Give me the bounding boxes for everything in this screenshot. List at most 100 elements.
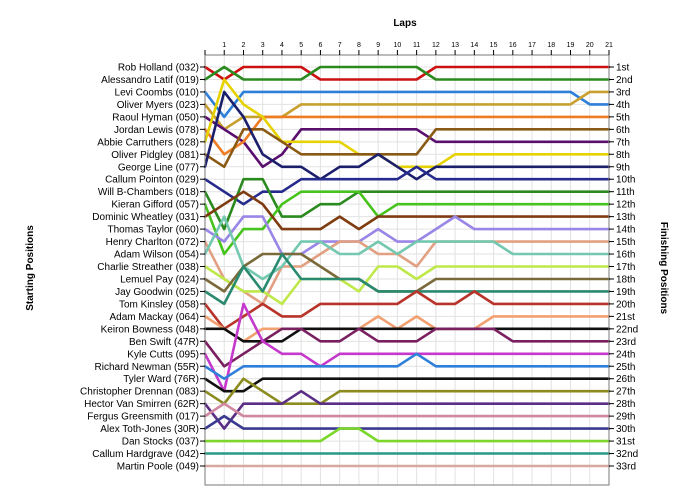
finishing-position-label: 11th xyxy=(616,187,635,198)
starting-position-label: Lemuel Pay (024) xyxy=(120,274,199,285)
driver-series-line xyxy=(203,215,611,256)
starting-position-label: Abbie Carruthers (028) xyxy=(97,137,199,148)
finishing-position-label: 5th xyxy=(616,112,630,123)
starting-position-label: Henry Charlton (072) xyxy=(106,237,199,248)
finishing-position-label: 9th xyxy=(616,162,630,173)
starting-position-label: Christopher Drennan (083) xyxy=(80,387,199,398)
driver-series-line xyxy=(203,402,611,418)
finishing-position-label: 14th xyxy=(616,225,635,236)
starting-position-label: Hector Van Smirren (62R) xyxy=(84,399,199,410)
starting-position-label: Oliver Myers (023) xyxy=(117,100,199,111)
finishing-position-label: 20th xyxy=(616,299,635,310)
finishing-position-label: 23rd xyxy=(616,337,636,348)
starting-position-label: Raoul Hyman (050) xyxy=(112,112,199,123)
starting-position-label: George Line (077) xyxy=(118,162,199,173)
driver-series-line xyxy=(203,389,611,430)
finishing-position-label: 22nd xyxy=(616,324,638,335)
y-axis-label-left: Starting Positions xyxy=(25,225,36,311)
finishing-position-label: 15th xyxy=(616,237,635,248)
x-tick-label: 11 xyxy=(413,42,420,49)
x-tick-label: 13 xyxy=(451,42,459,49)
x-tick-label: 6 xyxy=(318,42,322,49)
finishing-position-label: 6th xyxy=(616,125,630,136)
x-axis-label: Laps xyxy=(393,18,417,29)
starting-position-label: Tom Kinsley (058) xyxy=(119,299,199,310)
finishing-position-label: 13th xyxy=(616,212,635,223)
finishing-position-label: 32nd xyxy=(616,449,638,460)
x-tick-label: 8 xyxy=(357,42,361,49)
finishing-position-label: 18th xyxy=(616,274,635,285)
x-tick-label: 10 xyxy=(393,42,401,49)
x-tick-label: 1 xyxy=(222,42,226,49)
x-tick-label: 9 xyxy=(376,42,380,49)
starting-position-label: Jordan Lewis (078) xyxy=(114,125,199,136)
x-tick-label: 15 xyxy=(490,42,498,49)
finishing-position-label: 28th xyxy=(616,399,635,410)
x-tick-label: 16 xyxy=(509,42,517,49)
starting-position-label: Alex Toth-Jones (30R) xyxy=(100,424,199,435)
finishing-position-label: 24th xyxy=(616,349,635,360)
driver-series-line xyxy=(203,290,611,331)
finishing-position-label: 12th xyxy=(616,200,635,211)
starting-position-label: Jay Goodwin (025) xyxy=(115,287,199,298)
finishing-position-label: 3rd xyxy=(616,87,630,98)
driver-series-line xyxy=(203,252,611,306)
finishing-position-label: 19th xyxy=(616,287,635,298)
finishing-position-label: 30th xyxy=(616,424,635,435)
driver-series-line xyxy=(203,240,611,306)
starting-position-label: Ben Swift (47R) xyxy=(129,337,199,348)
driver-series-line xyxy=(203,190,611,231)
finishing-position-label: 26th xyxy=(616,374,635,385)
finishing-position-label: 10th xyxy=(616,175,635,186)
starting-position-label: Martin Poole (049) xyxy=(117,462,199,473)
driver-series-line xyxy=(203,177,611,231)
starting-position-labels: Rob Holland (032)Alessandro Latif (019)L… xyxy=(80,63,205,473)
driver-series-line xyxy=(203,352,611,381)
finishing-position-label: 21st xyxy=(616,312,635,323)
driver-series-line xyxy=(203,302,611,393)
driver-series-line xyxy=(203,265,611,306)
starting-position-label: Will B-Chambers (018) xyxy=(98,187,199,198)
finishing-position-label: 27th xyxy=(616,387,635,398)
starting-position-label: Tyler Ward (76R) xyxy=(123,374,199,385)
starting-position-label: Fergus Greensmith (017) xyxy=(87,412,199,423)
finishing-position-label: 16th xyxy=(616,250,635,261)
driver-series-line xyxy=(203,65,611,81)
finishing-position-label: 29th xyxy=(616,412,635,423)
starting-position-label: Adam Wilson (054) xyxy=(114,250,199,261)
starting-position-label: Charlie Streather (038) xyxy=(97,262,199,273)
starting-position-label: Levi Coombs (010) xyxy=(115,87,199,98)
x-tick-label: 7 xyxy=(338,42,342,49)
driver-series-line xyxy=(203,90,611,131)
starting-position-label: Richard Newman (55R) xyxy=(95,362,199,373)
finishing-position-label: 31st xyxy=(616,437,635,448)
driver-series-line xyxy=(203,327,611,343)
finishing-position-label: 17th xyxy=(616,262,635,273)
starting-position-label: Thomas Taylor (060) xyxy=(107,225,199,236)
x-tick-label: 21 xyxy=(605,42,613,49)
finishing-position-label: 2nd xyxy=(616,75,633,86)
driver-series-line xyxy=(203,128,611,169)
starting-position-label: Oliver Pidgley (081) xyxy=(111,150,199,161)
driver-series-line xyxy=(203,414,611,430)
plot-frame xyxy=(204,54,610,486)
starting-position-label: Callum Hardgrave (042) xyxy=(92,449,199,460)
finishing-position-label: 33rd xyxy=(616,462,636,473)
starting-position-label: Keiron Bowness (048) xyxy=(101,324,199,335)
x-tick-label: 20 xyxy=(586,42,594,49)
starting-position-label: Adam Mackay (064) xyxy=(110,312,199,323)
driver-series-line xyxy=(203,165,611,206)
finishing-position-label: 7th xyxy=(616,137,630,148)
driver-series-line xyxy=(203,427,611,443)
driver-series-line xyxy=(203,115,611,156)
x-tick-label: 14 xyxy=(470,42,478,49)
x-tick-label: 18 xyxy=(547,42,555,49)
x-tick-label: 3 xyxy=(261,42,265,49)
driver-series-line xyxy=(203,327,611,368)
driver-series-line xyxy=(203,90,611,119)
starting-position-label: Callum Pointon (029) xyxy=(105,175,199,186)
finishing-position-label: 4th xyxy=(616,100,630,111)
starting-position-label: Kyle Cutts (095) xyxy=(127,349,199,360)
driver-series-line xyxy=(203,78,611,169)
